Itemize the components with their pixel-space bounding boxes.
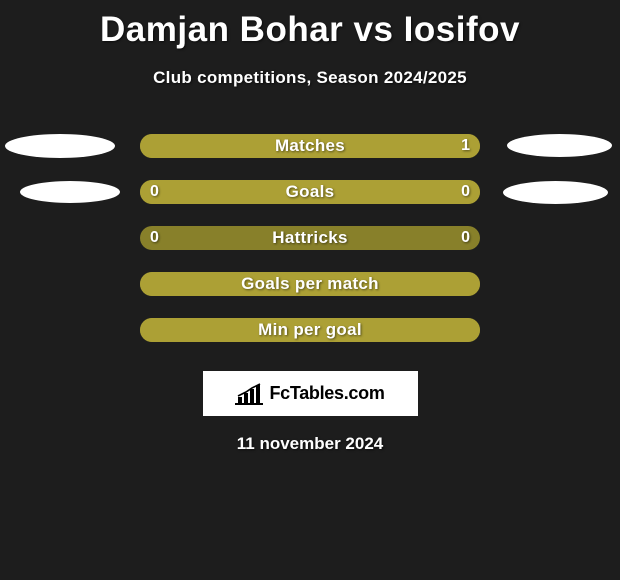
stat-label: Min per goal	[258, 320, 362, 340]
comparison-chart: Matches 1 0 Goals 0 0 Hattricks 0 Goals per matc…	[0, 123, 620, 353]
logo-box: FcTables.com	[203, 371, 418, 416]
stat-row: 0 Goals 0	[0, 169, 620, 215]
stat-value-left: 0	[150, 229, 159, 247]
stat-bar: Goals per match	[140, 272, 480, 296]
stat-bar: Matches	[140, 134, 480, 158]
stat-row: Matches 1	[0, 123, 620, 169]
stat-row: Goals per match	[0, 261, 620, 307]
stat-value-right: 0	[461, 229, 470, 247]
stat-label: Hattricks	[272, 228, 347, 248]
logo-text: FcTables.com	[269, 383, 384, 404]
stat-value-left: 0	[150, 183, 159, 201]
stat-row: 0 Hattricks 0	[0, 215, 620, 261]
chart-icon	[235, 383, 263, 405]
stat-bar: Goals	[140, 180, 480, 204]
stat-value-right: 0	[461, 183, 470, 201]
stat-label: Goals per match	[241, 274, 379, 294]
date-text: 11 november 2024	[0, 434, 620, 454]
page-title: Damjan Bohar vs Iosifov	[0, 0, 620, 50]
stat-bar: Hattricks	[140, 226, 480, 250]
stat-label: Goals	[286, 182, 335, 202]
stat-bar: Min per goal	[140, 318, 480, 342]
page-subtitle: Club competitions, Season 2024/2025	[0, 68, 620, 88]
stat-label: Matches	[275, 136, 345, 156]
stat-value-right: 1	[461, 137, 470, 155]
stat-row: Min per goal	[0, 307, 620, 353]
